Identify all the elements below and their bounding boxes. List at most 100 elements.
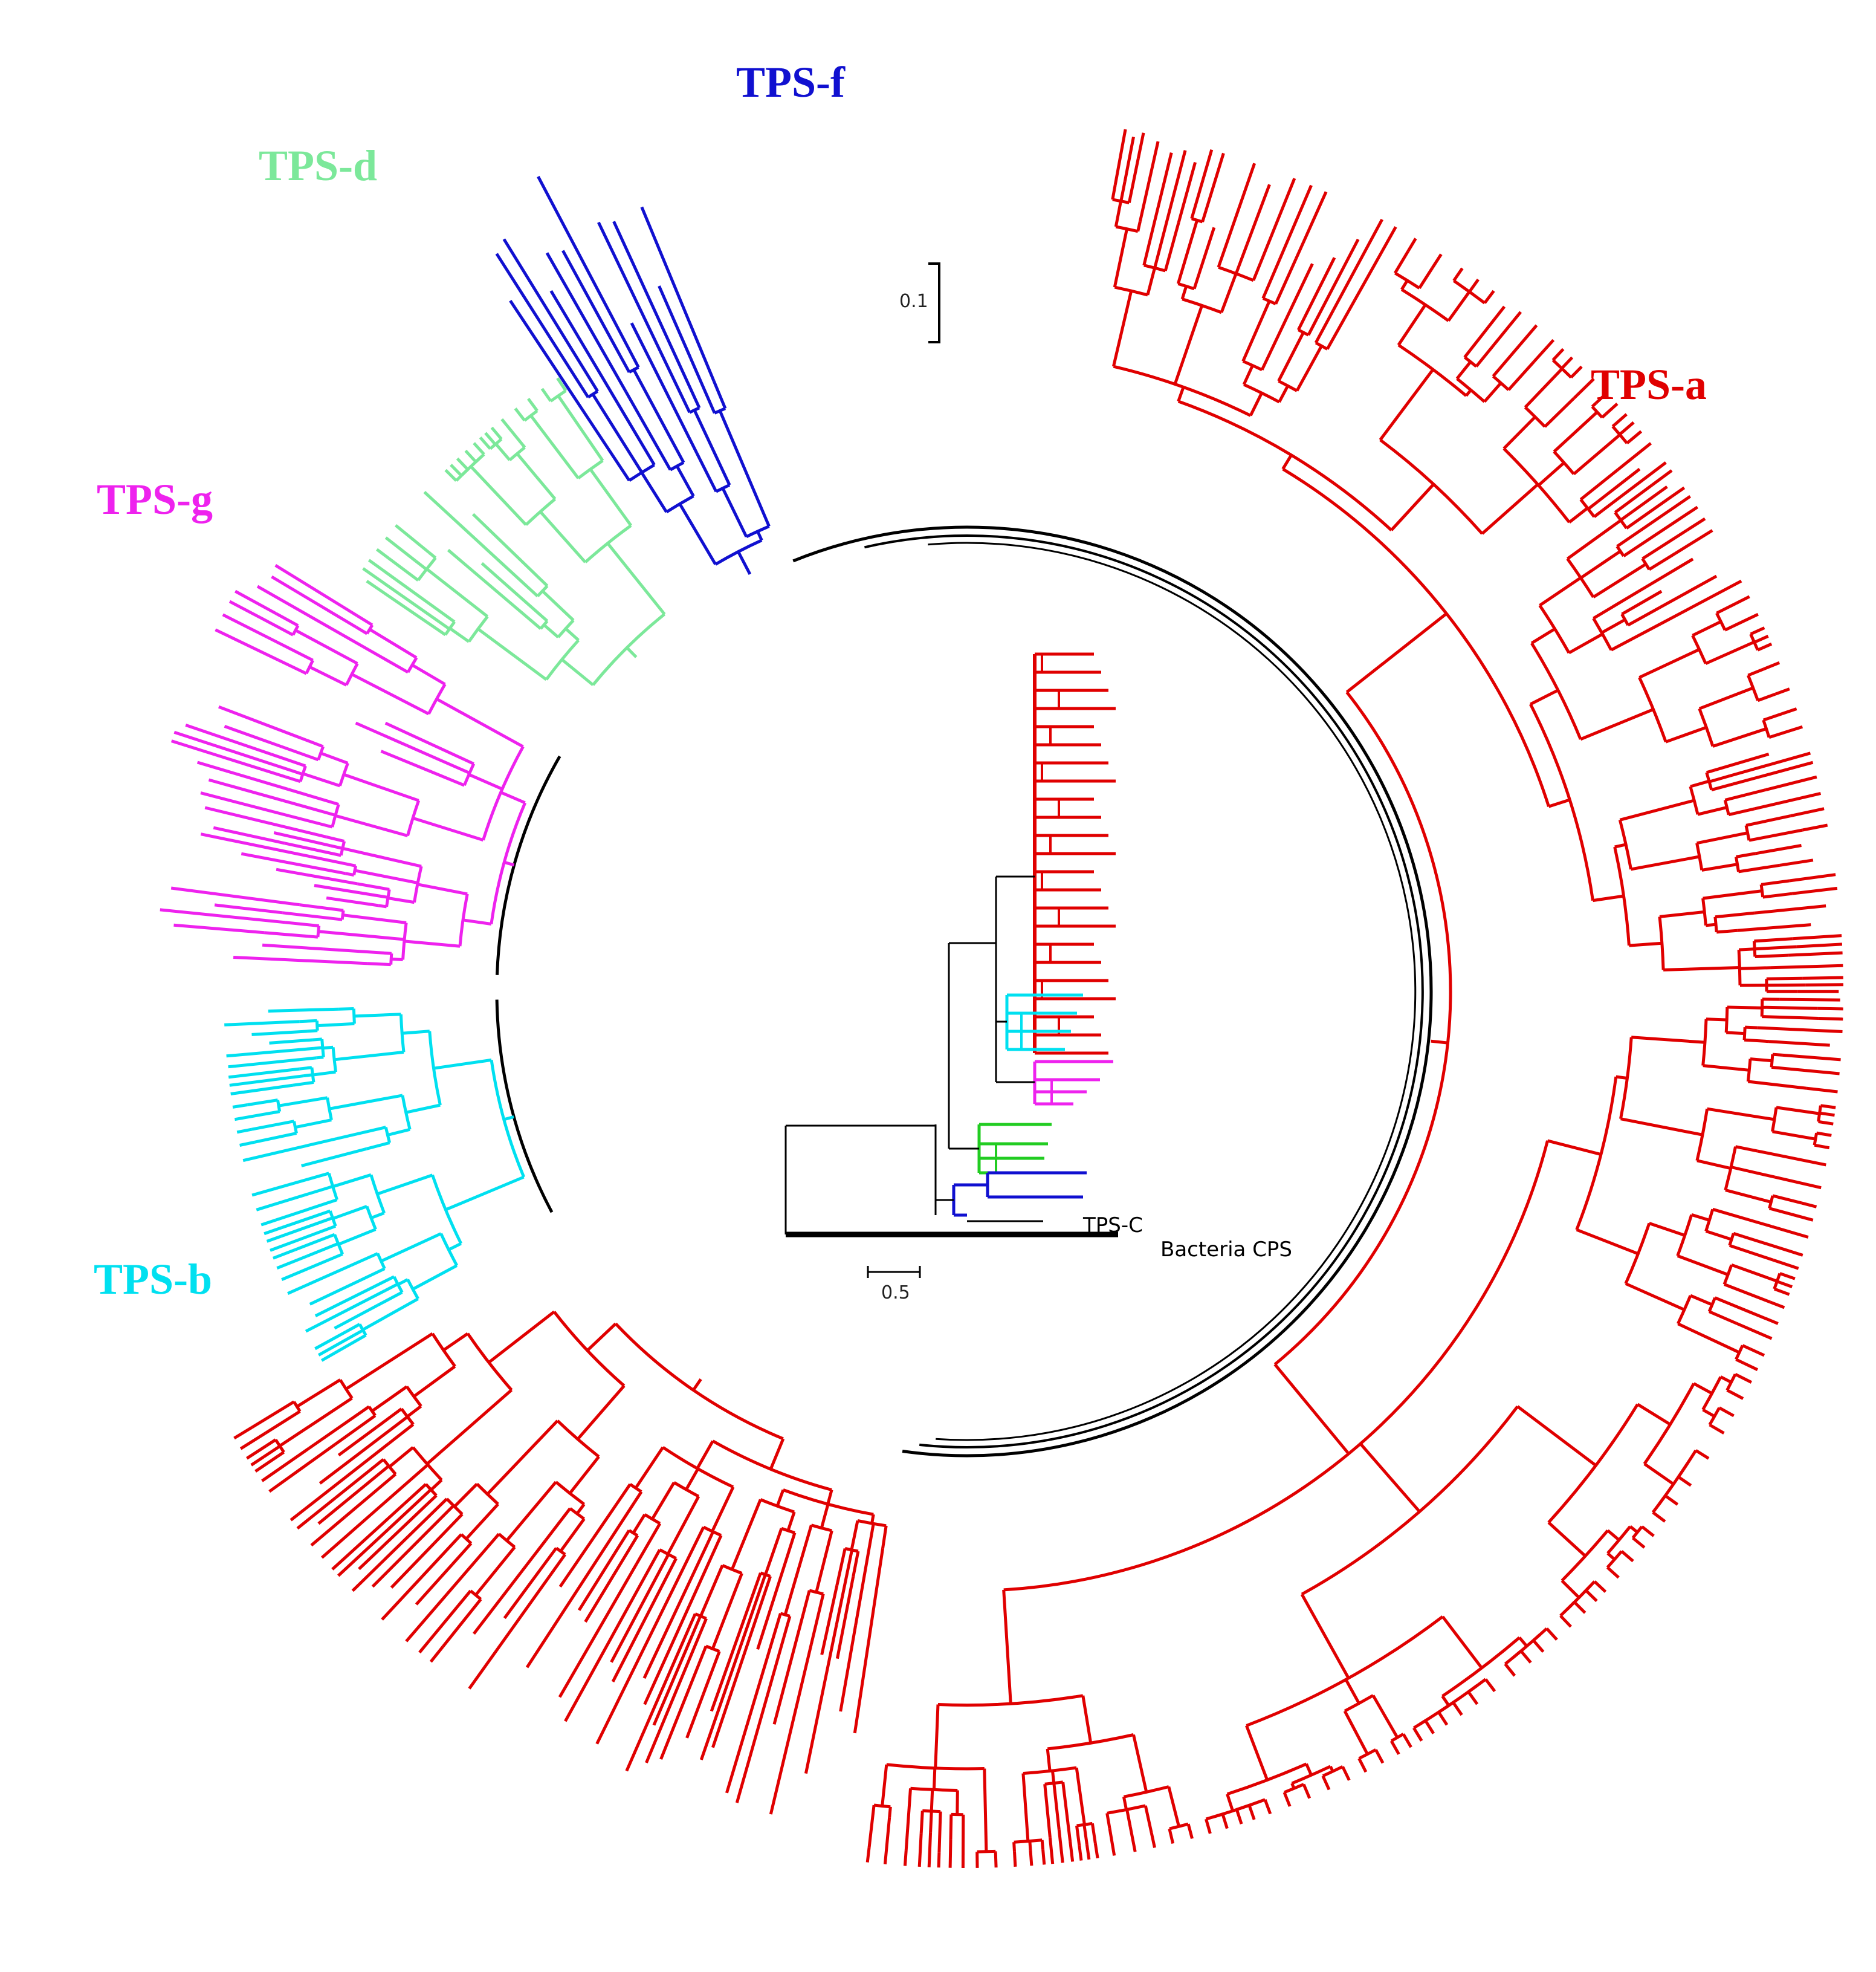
tree-internal-branch: [361, 1297, 419, 1331]
tree-leaf-branch: [1757, 642, 1773, 652]
tree-leaf-branch: [246, 1444, 268, 1460]
tree-leaf-branch: [1263, 1799, 1272, 1815]
tree-internal-branch: [395, 578, 456, 623]
tree-internal-branch: [445, 1175, 525, 1211]
tree-internal-branch: [983, 1768, 988, 1852]
tree-internal-branch: [371, 1385, 408, 1413]
tree-leaf-branch: [1205, 1818, 1212, 1834]
tree-leaf-branch: [1671, 486, 1686, 498]
tree-leaf-branch: [314, 1330, 347, 1351]
tree-internal-branch: [697, 1646, 708, 1665]
tree-internal-branch: [591, 393, 644, 473]
tree-internal-branch: [406, 1405, 422, 1418]
tree-internal-branch: [850, 1520, 859, 1551]
tree-internal-branch: [929, 1811, 933, 1833]
tree-internal-branch: [1061, 1782, 1072, 1841]
tree-internal-branch: [815, 1530, 833, 1593]
tree-node-arc: [1592, 617, 1613, 651]
tree-internal-branch: [488, 1310, 555, 1364]
tree-internal-branch: [1587, 500, 1599, 510]
tree-internal-branch: [1176, 219, 1198, 285]
tree-internal-branch: [500, 791, 526, 805]
tree-internal-branch: [1274, 258, 1298, 305]
tree-node-arc: [844, 1547, 859, 1553]
tree-internal-branch: [1046, 1748, 1052, 1771]
tree-internal-branch: [344, 1473, 397, 1519]
tree-leaf-branch: [239, 1140, 255, 1147]
tree-leaf-branch: [1559, 1614, 1573, 1628]
tree-internal-branch: [1724, 788, 1767, 802]
tree-internal-branch: [1610, 622, 1661, 652]
tree-internal-branch: [1234, 244, 1249, 274]
tree-node-arc: [1643, 1383, 1695, 1465]
tree-leaf-branch: [281, 1267, 309, 1282]
tree-leaf-branch: [1782, 1053, 1841, 1062]
tree-leaf-branch: [289, 1442, 390, 1522]
tree-leaf-branch: [204, 806, 327, 838]
tree-internal-branch: [397, 1278, 409, 1286]
tree-internal-branch: [477, 628, 548, 681]
tree-internal-branch: [322, 1045, 334, 1050]
tree-internal-branch: [1744, 1038, 1770, 1043]
tree-internal-branch: [1580, 708, 1654, 741]
tree-leaf-branch: [883, 1817, 891, 1864]
tree-internal-branch: [1629, 941, 1663, 947]
tree-leaf-branch: [1774, 1175, 1822, 1190]
tree-node-arc: [1747, 675, 1759, 701]
tree-internal-branch: [1122, 1796, 1128, 1810]
tree-leaf-branch: [1805, 1069, 1840, 1075]
tree-internal-branch: [335, 814, 409, 837]
tree-internal-branch: [1776, 1106, 1820, 1115]
tree-node-arc: [1770, 1054, 1774, 1068]
tree-internal-branch: [589, 468, 633, 527]
tree-node-arc: [406, 657, 418, 673]
tree-internal-branch: [277, 1185, 334, 1205]
tree-internal-branch: [326, 835, 345, 843]
tree-leaf-branch: [1168, 1828, 1175, 1844]
tree-leaf-branch: [273, 1248, 296, 1260]
tree-internal-branch: [613, 1529, 631, 1555]
tree-internal-branch: [285, 921, 319, 927]
tree-internal-branch: [428, 1589, 472, 1642]
tree-internal-branch: [318, 930, 405, 941]
tree-internal-branch: [1768, 1207, 1791, 1216]
tree-leaf-branch: [1757, 1026, 1843, 1033]
tree-internal-branch: [1627, 606, 1660, 627]
tree-internal-branch: [320, 751, 349, 765]
tree-leaf-branch: [468, 1615, 523, 1690]
tree-internal-branch: [1705, 1230, 1732, 1241]
tree-internal-branch: [1626, 439, 1631, 445]
tree-internal-branch: [254, 1132, 297, 1144]
tree-leaf-branch: [1742, 1234, 1803, 1257]
tree-internal-branch: [247, 1098, 278, 1106]
tree-leaf-branch: [262, 943, 323, 951]
tree-internal-branch: [1745, 1025, 1758, 1030]
tree-internal-branch: [334, 1050, 404, 1062]
tree-internal-branch: [1111, 290, 1133, 367]
tree-internal-branch: [428, 769, 465, 787]
tree-leaf-branch: [1652, 1511, 1666, 1523]
tree-leaf-branch: [376, 548, 390, 560]
tree-leaf-branch: [1787, 725, 1803, 733]
tree-leaf-branch: [853, 1548, 884, 1734]
tree-internal-branch: [775, 1489, 785, 1507]
clade-label-tps-d: TPS-d: [259, 141, 378, 190]
tree-leaf-branch: [1246, 184, 1271, 245]
tree-leaf-branch: [456, 457, 469, 471]
tree-internal-branch: [1325, 299, 1356, 350]
tree-node-arc: [628, 463, 655, 482]
tree-node-arc: [1076, 1821, 1093, 1828]
tree-internal-branch: [345, 1332, 433, 1390]
tree-node-arc: [476, 1482, 499, 1505]
tree-node-arc: [399, 1014, 406, 1052]
tree-leaf-branch: [405, 1593, 448, 1643]
tree-leaf-branch: [1593, 1580, 1607, 1593]
tree-leaf-branch: [473, 1539, 547, 1635]
tree-leaf-branch: [564, 1623, 620, 1722]
tree-internal-branch: [782, 1615, 792, 1638]
tree-internal-branch: [1483, 381, 1502, 403]
tree-leaf-branch: [1221, 1814, 1229, 1829]
tree-leaf-branch: [1483, 290, 1495, 304]
tree-leaf-branch: [1467, 1691, 1479, 1705]
tree-node-arc: [760, 1571, 771, 1578]
